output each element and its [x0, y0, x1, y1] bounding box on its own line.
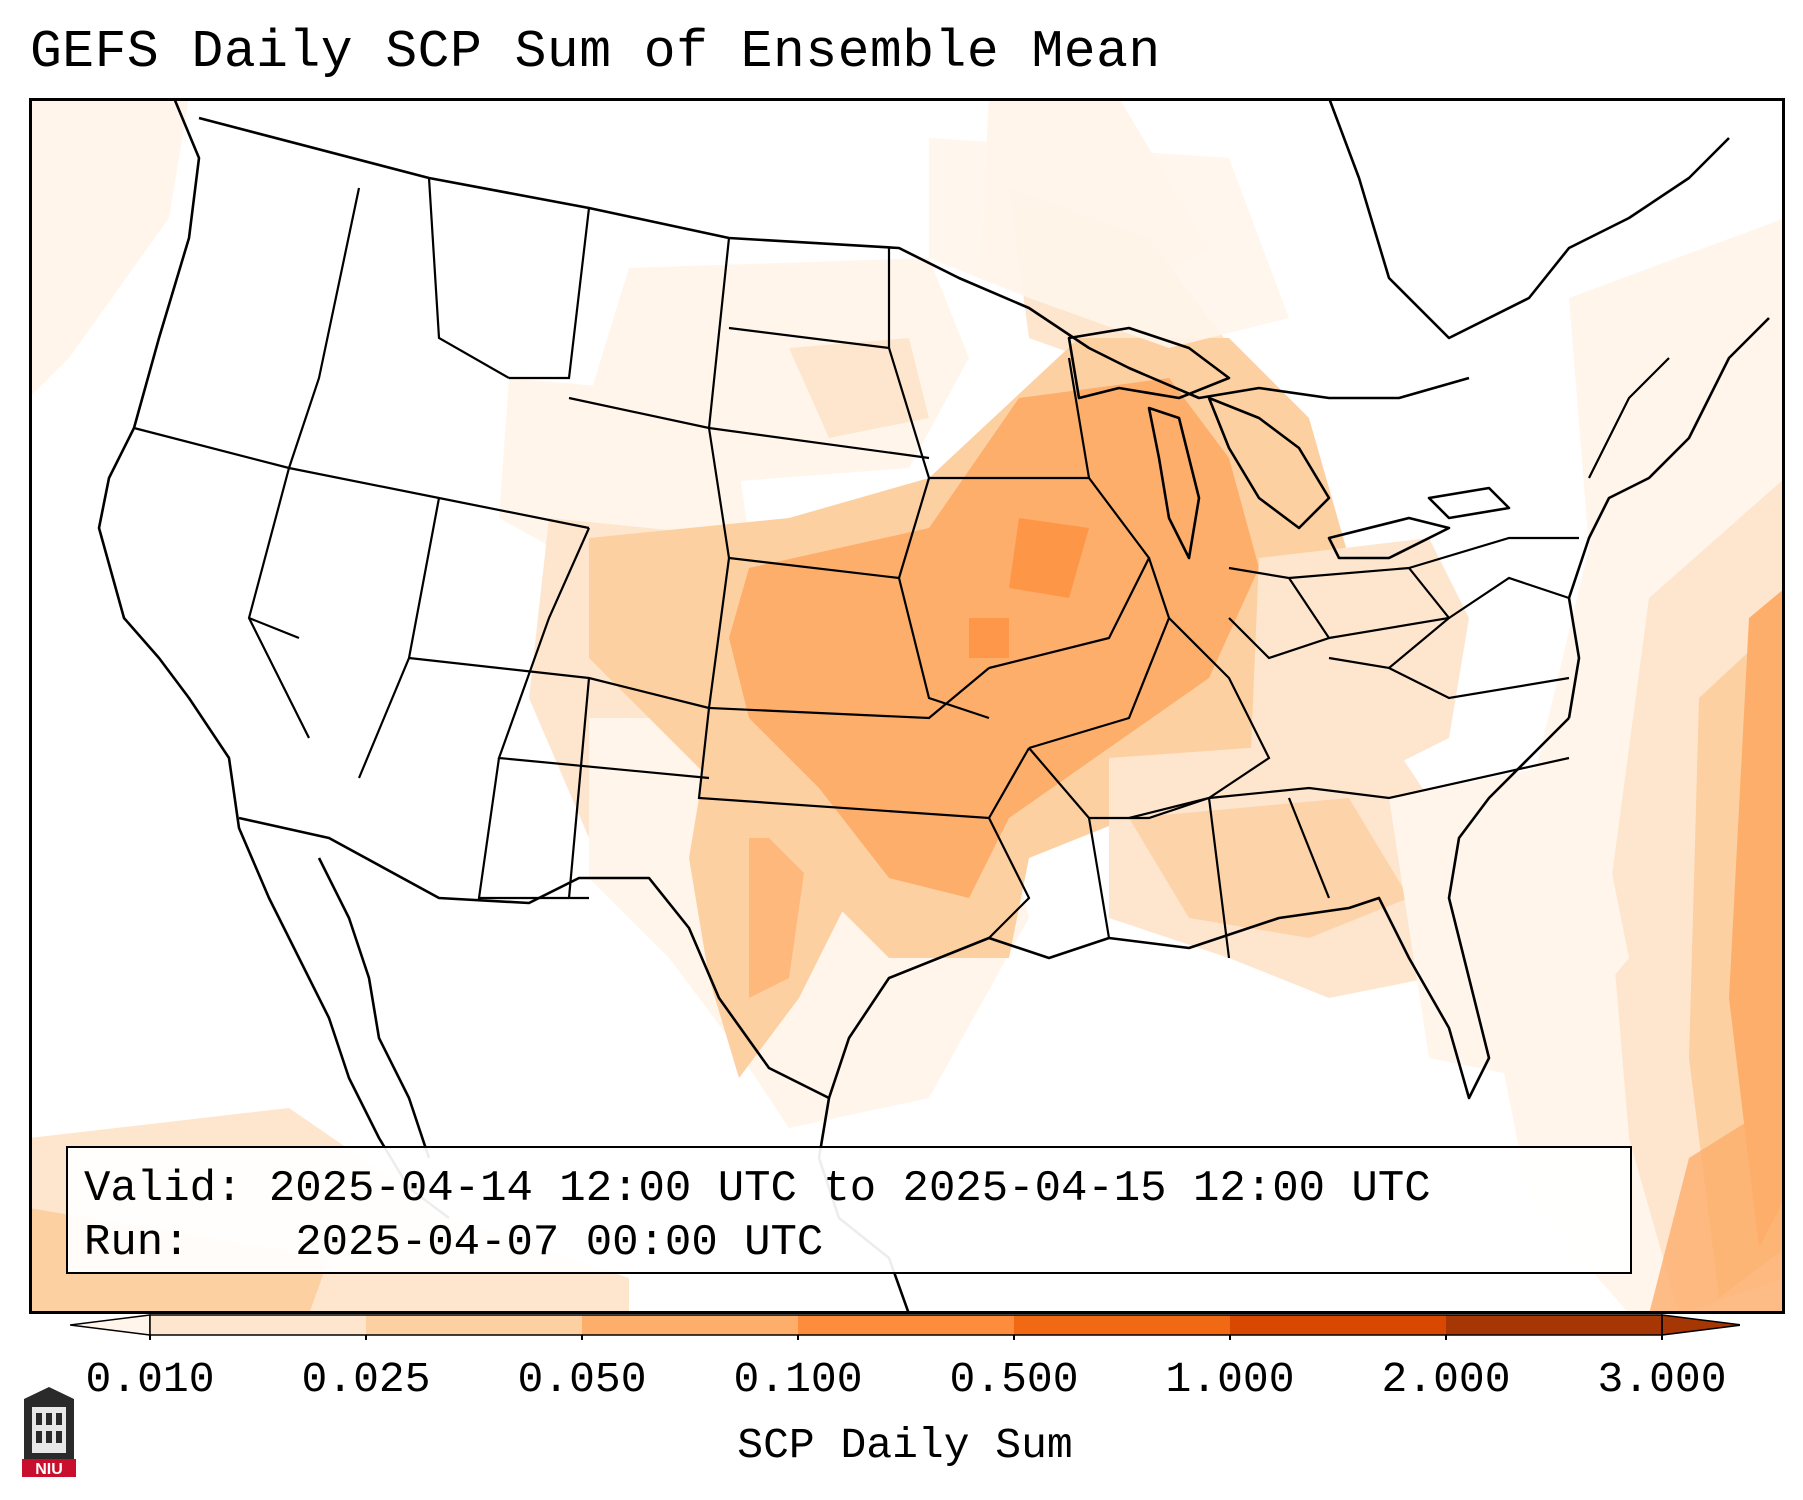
valid-run-info-box: Valid: 2025-04-14 12:00 UTC to 2025-04-1…	[66, 1146, 1632, 1274]
colorbar-segment	[798, 1315, 1014, 1335]
colorbar-tick-label: 1.000	[1165, 1355, 1295, 1404]
colorbar-tick-label: 0.050	[517, 1355, 647, 1404]
run-label: Run:	[84, 1218, 190, 1268]
niu-logo: NIU	[22, 1387, 76, 1478]
colorbar-tick-label: 0.010	[85, 1355, 215, 1404]
colorbar	[70, 1314, 1740, 1340]
colorbar-segment	[1446, 1315, 1662, 1335]
niu-logo-text: NIU	[35, 1461, 63, 1478]
state-lines	[133, 177, 1670, 959]
colorbar-segment	[582, 1315, 798, 1335]
colorbar-tick-label: 2.000	[1381, 1355, 1511, 1404]
colorbar-tick-label: 3.000	[1597, 1355, 1727, 1404]
valid-label: Valid:	[84, 1164, 243, 1214]
colorbar-segment	[1014, 1315, 1230, 1335]
colorbar-segment	[1230, 1315, 1446, 1335]
colorbar-extend-low	[70, 1314, 151, 1336]
colorbar-segment	[366, 1315, 582, 1335]
map-title: GEFS Daily SCP Sum of Ensemble Mean	[30, 22, 1161, 82]
colorbar-tick-label: 0.500	[949, 1355, 1079, 1404]
colorbar-segment	[150, 1315, 366, 1335]
colorbar-tick-label: 0.025	[301, 1355, 431, 1404]
run-time: 2025-04-07 00:00 UTC	[295, 1218, 824, 1268]
scp-map	[29, 98, 1785, 1314]
colorbar-tick-label: 0.100	[733, 1355, 863, 1404]
valid-time-range: 2025-04-14 12:00 UTC to 2025-04-15 12:00…	[268, 1164, 1431, 1214]
colorbar-extend-high	[1661, 1314, 1740, 1336]
colorbar-label: SCP Daily Sum	[737, 1421, 1073, 1470]
